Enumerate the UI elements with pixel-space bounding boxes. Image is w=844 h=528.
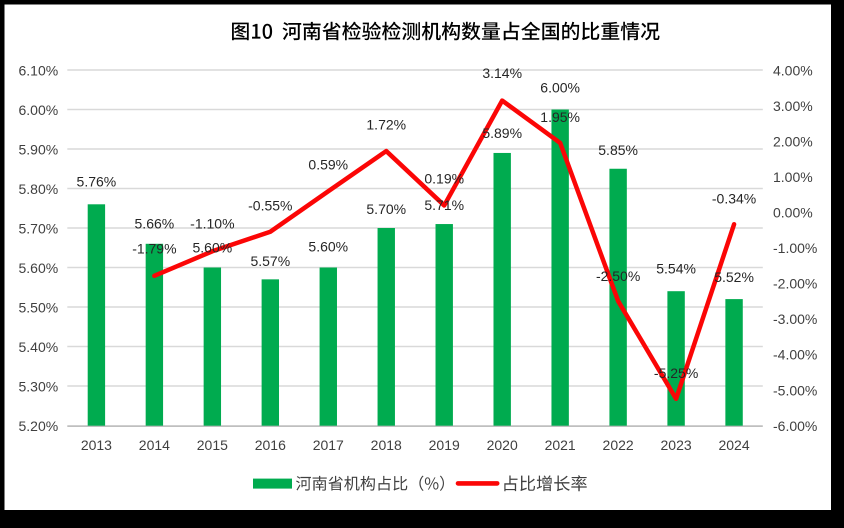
svg-text:2024: 2024 xyxy=(718,437,749,453)
svg-text:5.71%: 5.71% xyxy=(424,197,464,213)
svg-text:0.19%: 0.19% xyxy=(424,171,464,187)
svg-text:2.00%: 2.00% xyxy=(773,133,813,149)
svg-text:5.57%: 5.57% xyxy=(250,253,290,269)
svg-text:5.60%: 5.60% xyxy=(308,239,348,255)
svg-text:5.89%: 5.89% xyxy=(482,125,522,141)
svg-text:2017: 2017 xyxy=(313,437,344,453)
svg-text:-5.25%: -5.25% xyxy=(654,365,698,381)
svg-text:4.00%: 4.00% xyxy=(773,62,813,78)
svg-text:-2.50%: -2.50% xyxy=(596,268,640,284)
svg-text:-0.55%: -0.55% xyxy=(248,198,292,214)
svg-text:2018: 2018 xyxy=(371,437,402,453)
svg-text:6.00%: 6.00% xyxy=(18,102,58,118)
svg-text:6.00%: 6.00% xyxy=(540,80,580,96)
svg-text:2014: 2014 xyxy=(139,437,170,453)
svg-text:2019: 2019 xyxy=(429,437,460,453)
svg-text:-6.00%: -6.00% xyxy=(773,418,817,434)
svg-text:-4.00%: -4.00% xyxy=(773,347,817,363)
svg-text:-1.10%: -1.10% xyxy=(190,216,234,232)
svg-text:5.60%: 5.60% xyxy=(18,260,58,276)
svg-text:5.70%: 5.70% xyxy=(366,201,406,217)
svg-text:5.54%: 5.54% xyxy=(656,261,696,277)
svg-text:5.30%: 5.30% xyxy=(18,378,58,394)
svg-text:0.00%: 0.00% xyxy=(773,205,813,221)
svg-text:5.66%: 5.66% xyxy=(135,216,175,232)
svg-text:2013: 2013 xyxy=(81,437,112,453)
svg-text:5.40%: 5.40% xyxy=(18,339,58,355)
svg-text:5.60%: 5.60% xyxy=(192,239,232,255)
svg-text:2023: 2023 xyxy=(661,437,692,453)
svg-text:5.20%: 5.20% xyxy=(18,418,58,434)
svg-text:5.80%: 5.80% xyxy=(18,181,58,197)
svg-text:-5.00%: -5.00% xyxy=(773,382,817,398)
svg-text:2021: 2021 xyxy=(545,437,576,453)
svg-text:1.72%: 1.72% xyxy=(366,116,406,132)
svg-text:2022: 2022 xyxy=(603,437,634,453)
svg-text:5.90%: 5.90% xyxy=(18,141,58,157)
svg-text:5.85%: 5.85% xyxy=(598,142,638,158)
svg-text:-0.34%: -0.34% xyxy=(712,191,756,207)
svg-text:5.52%: 5.52% xyxy=(714,269,754,285)
svg-text:5.50%: 5.50% xyxy=(18,299,58,315)
svg-text:1.00%: 1.00% xyxy=(773,169,813,185)
svg-text:-1.00%: -1.00% xyxy=(773,240,817,256)
svg-text:-3.00%: -3.00% xyxy=(773,311,817,327)
svg-text:2016: 2016 xyxy=(255,437,286,453)
svg-text:2015: 2015 xyxy=(197,437,228,453)
svg-text:1.95%: 1.95% xyxy=(540,109,580,125)
svg-text:0.59%: 0.59% xyxy=(308,157,348,173)
svg-text:3.00%: 3.00% xyxy=(773,98,813,114)
svg-text:3.14%: 3.14% xyxy=(482,65,522,81)
svg-text:5.76%: 5.76% xyxy=(77,174,117,190)
svg-text:-2.00%: -2.00% xyxy=(773,276,817,292)
svg-text:2020: 2020 xyxy=(487,437,518,453)
svg-text:6.10%: 6.10% xyxy=(18,62,58,78)
svg-text:-1.79%: -1.79% xyxy=(132,241,176,257)
svg-text:5.70%: 5.70% xyxy=(18,220,58,236)
